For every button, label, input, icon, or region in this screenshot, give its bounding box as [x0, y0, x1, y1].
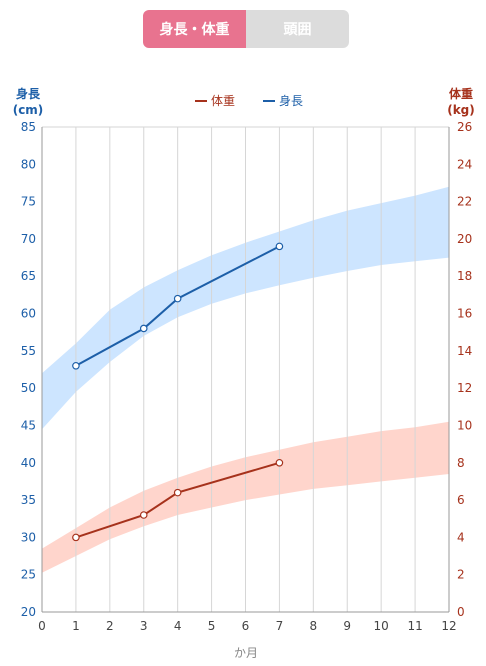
right-axis-title: 体重 [449, 86, 473, 101]
right-tick-label: 2 [457, 568, 465, 582]
right-tick-label: 8 [457, 456, 465, 470]
legend: 体重 身長 [195, 93, 303, 108]
left-tick-label: 60 [21, 307, 36, 321]
left-tick-label: 25 [21, 568, 36, 582]
x-tick-label: 3 [140, 619, 148, 633]
left-tick-label: 20 [21, 605, 36, 619]
right-tick-label: 0 [457, 605, 465, 619]
right-tick-label: 22 [457, 195, 472, 209]
left-tick-label: 85 [21, 120, 36, 134]
x-tick-label: 12 [441, 619, 456, 633]
left-tick-label: 35 [21, 493, 36, 507]
right-tick-label: 18 [457, 269, 472, 283]
legend-label: 体重 [211, 94, 235, 108]
x-tick-label: 1 [72, 619, 80, 633]
left-tick-label: 55 [21, 344, 36, 358]
weight-data-point [173, 488, 182, 497]
left-tick-label: 40 [21, 456, 36, 470]
left-tick-label: 50 [21, 381, 36, 395]
left-tick-label: 30 [21, 530, 36, 544]
x-tick-label: 6 [242, 619, 250, 633]
tab-height-weight[interactable]: 身長・体重 [143, 10, 246, 48]
left-tick-label: 75 [21, 195, 36, 209]
x-tick-label: 11 [407, 619, 422, 633]
x-axis-title: か月 [234, 646, 258, 660]
height-data-point [173, 294, 182, 303]
left-axis-title: 身長 [16, 86, 41, 101]
right-tick-label: 12 [457, 381, 472, 395]
right-tick-label: 16 [457, 307, 472, 321]
left-tick-label: 45 [21, 418, 36, 432]
height-data-point [72, 361, 80, 370]
height-series-line [75, 245, 280, 367]
right-axis-unit: (kg) [447, 103, 475, 117]
legend-item: 身長 [263, 93, 303, 108]
weight-series-line [75, 461, 280, 539]
x-tick-label: 2 [106, 619, 114, 633]
right-tick-label: 26 [457, 120, 472, 134]
x-tick-label: 0 [38, 619, 46, 633]
weight-data-point [139, 511, 148, 519]
axes: 2025303540455055606570758085024681012141… [13, 86, 475, 660]
right-tick-label: 6 [457, 493, 465, 507]
x-tick-label: 7 [276, 619, 284, 633]
height-data-point [275, 242, 284, 251]
chart-tabs: 身長・体重 頭囲 [143, 10, 349, 48]
height-data-point [139, 324, 148, 333]
data-series [72, 242, 284, 542]
x-tick-label: 9 [343, 619, 351, 633]
left-tick-label: 70 [21, 232, 36, 246]
weight-data-point [275, 458, 284, 467]
weight-data-point [72, 533, 80, 542]
left-axis-unit: (cm) [13, 103, 44, 117]
x-tick-label: 8 [310, 619, 318, 633]
x-tick-label: 10 [374, 619, 389, 633]
left-tick-label: 80 [21, 157, 36, 171]
x-tick-label: 5 [208, 619, 216, 633]
legend-item: 体重 [195, 94, 235, 108]
legend-label: 身長 [279, 93, 303, 108]
x-tick-label: 4 [174, 619, 182, 633]
left-tick-label: 65 [21, 269, 36, 283]
right-tick-label: 24 [457, 157, 472, 171]
right-tick-label: 14 [457, 344, 472, 358]
tab-head-circumference[interactable]: 頭囲 [246, 10, 349, 48]
right-tick-label: 10 [457, 418, 472, 432]
right-tick-label: 20 [457, 232, 472, 246]
right-tick-label: 4 [457, 530, 465, 544]
